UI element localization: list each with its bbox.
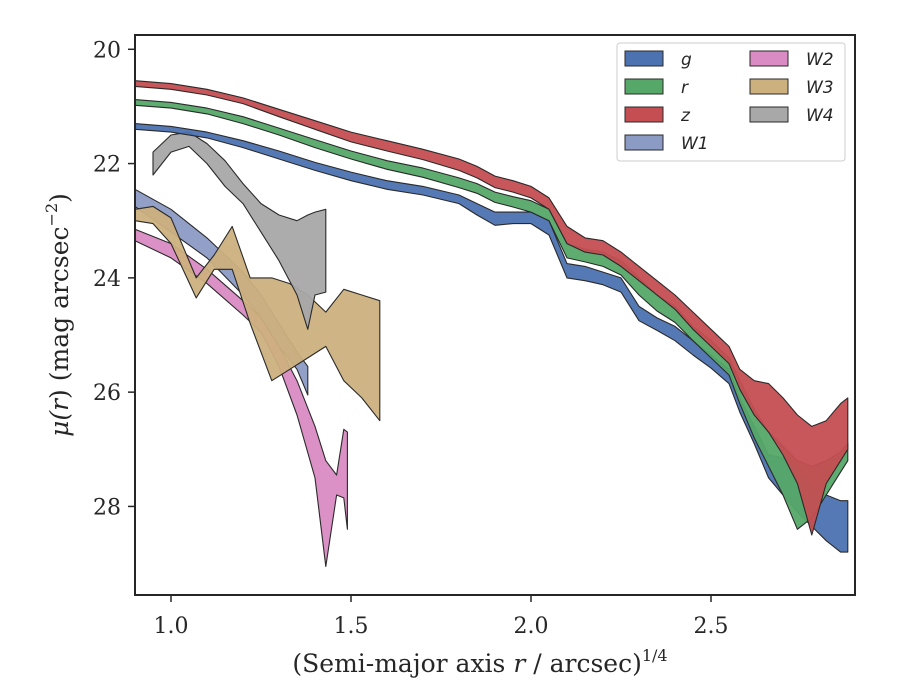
legend-label-w1: W1 [681,134,709,154]
plot-area [134,80,849,567]
legend-swatch-w3 [749,78,789,95]
legend-label-w2: W2 [806,50,834,70]
x-tick-label: 2.5 [694,614,729,639]
y-tick-label: 24 [93,267,121,292]
legend-swatch-w4 [749,106,789,123]
band-r [134,99,849,530]
x-tick-label: 1.0 [154,614,189,639]
legend-swatch-g [624,50,664,67]
legend-box [616,42,846,162]
legend-swatch-w2 [749,50,789,67]
legend-label-z: z [680,106,691,126]
x-axis-label: (Semi-major axis r / arcsec)1/4 [292,646,667,678]
legend-label-g: g [681,50,692,70]
y-tick-label: 22 [93,153,121,178]
axis-ticks: 1.0 1.5 2.0 2.5 20 22 24 26 28 [93,38,729,639]
y-axis-label: μ(r) (mag arcsec−2) [42,193,74,437]
band-z [134,80,849,536]
legend-label-w3: W3 [806,78,834,98]
y-tick-label: 26 [93,381,121,406]
legend: grz W1 W2 W3 W4 [616,42,846,162]
band-g [134,123,849,553]
legend-swatch-r [624,78,664,95]
band-w3 [134,205,381,422]
x-tick-label: 2.0 [514,614,549,639]
x-tick-label: 1.5 [334,614,369,639]
axes-frame [134,34,856,596]
legend-swatch-z [624,106,664,123]
legend-label-w4: W4 [806,106,834,126]
legend-label-r: r [681,78,689,98]
legend-swatch-w1 [624,134,664,151]
band-w4 [152,131,327,330]
y-tick-label: 28 [93,495,121,520]
y-tick-label: 20 [93,38,121,63]
